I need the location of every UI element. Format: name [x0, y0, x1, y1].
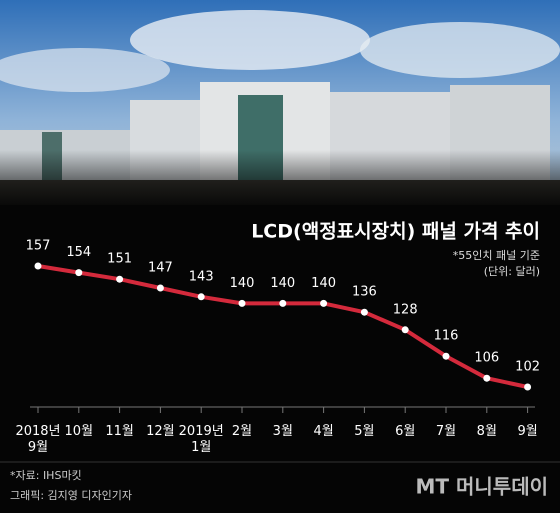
marker — [197, 293, 205, 301]
logo: MT 머니투데이 — [415, 475, 548, 499]
x-tick-label: 8월 — [476, 424, 497, 439]
x-tick-label: 6월 — [395, 424, 416, 439]
marker — [116, 275, 124, 283]
marker — [75, 269, 83, 277]
data-label: 140 — [230, 276, 255, 291]
chart-title: LCD(액정표시장치) 패널 가격 추이 — [251, 221, 540, 243]
x-tick-label: 10월 — [64, 424, 94, 439]
data-label: 154 — [66, 245, 91, 260]
marker — [360, 308, 368, 316]
x-tick-label: 9월 — [517, 424, 538, 439]
x-tick-label: 2월 — [231, 424, 253, 439]
x-tick-label: 2018년 9월 — [15, 424, 61, 455]
marker — [320, 299, 328, 307]
x-tick-label: 3월 — [272, 424, 293, 439]
data-label: 143 — [189, 269, 214, 284]
data-label: 128 — [393, 302, 418, 317]
marker — [156, 284, 164, 292]
data-label: 151 — [107, 252, 132, 267]
data-label: 136 — [352, 285, 377, 300]
marker — [524, 383, 532, 391]
marker — [34, 262, 42, 270]
data-label: 147 — [148, 261, 173, 276]
x-tick-label: 4월 — [313, 424, 334, 439]
data-label: 106 — [474, 351, 499, 366]
x-tick-label: 7월 — [435, 424, 457, 439]
marker — [483, 374, 491, 382]
data-label: 157 — [26, 239, 51, 254]
marker — [238, 299, 246, 307]
x-tick-label: 5월 — [354, 424, 375, 439]
data-label: 116 — [434, 329, 459, 344]
data-label: 140 — [311, 276, 336, 291]
marker — [279, 299, 287, 307]
x-tick-label: 2019년 1월 — [178, 424, 224, 455]
credit: 그래픽: 김지영 디자인기자 — [10, 489, 132, 502]
data-label: 102 — [515, 360, 540, 375]
unit: (단위: 달러) — [484, 265, 540, 278]
x-tick-label: 11월 — [105, 424, 134, 439]
marker — [401, 326, 409, 334]
marker — [442, 352, 450, 360]
x-tick-label: 12월 — [146, 424, 175, 439]
source: *자료: IHS마킷 — [10, 469, 82, 482]
photo — [0, 0, 560, 210]
subtitle: *55인치 패널 기준 — [453, 249, 540, 262]
data-label: 140 — [270, 276, 295, 291]
